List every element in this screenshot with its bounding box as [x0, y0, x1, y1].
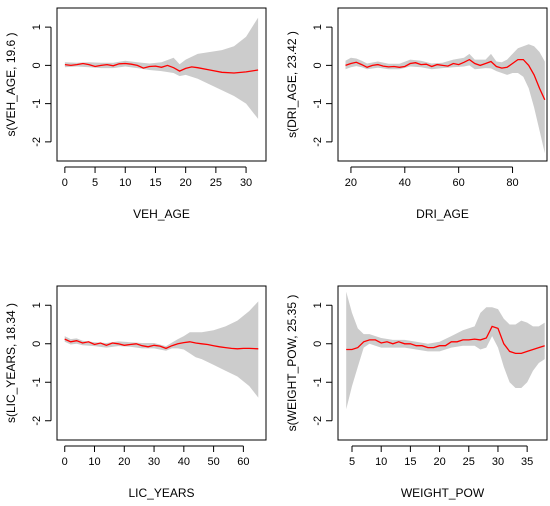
- panel-weight-pow: 5 10 15 20 25 30 35 -2 -1 0 1 WEIGHT_POW s(WEIGHT_PO…: [285, 285, 548, 500]
- x-tick-label: 0: [62, 177, 68, 189]
- x-tick-label: 30: [492, 456, 504, 468]
- plot-frame: [337, 7, 548, 162]
- confidence-band: [346, 291, 545, 410]
- y-tick-label: -1: [312, 99, 324, 109]
- y-tick-label: -1: [312, 377, 324, 387]
- x-axis-title: LIC_YEARS: [128, 486, 194, 500]
- x-tick-label: 80: [506, 177, 518, 189]
- x-tick-label: 10: [375, 456, 387, 468]
- y-axis-title: s(WEIGHT_POW, 25.35 ): [285, 295, 299, 432]
- y-tick-label: 0: [312, 62, 324, 68]
- y-tick-label: -1: [31, 377, 43, 387]
- x-tick-label: 20: [118, 456, 130, 468]
- y-tick-label: -2: [312, 137, 324, 147]
- x-axis-title: WEIGHT_POW: [401, 486, 485, 500]
- confidence-band: [345, 44, 545, 154]
- confidence-band: [64, 17, 259, 119]
- y-tick-label: 1: [312, 302, 324, 308]
- y-tick-label: -2: [312, 416, 324, 426]
- x-tick-label: 35: [521, 456, 533, 468]
- smooth-fit-line: [64, 62, 259, 74]
- x-tick-label: 10: [88, 456, 100, 468]
- x-tick-label: 0: [62, 456, 68, 468]
- y-tick-label: 0: [312, 341, 324, 347]
- confidence-band: [64, 301, 259, 398]
- smooth-fit-line: [346, 325, 545, 355]
- x-tick-label: 50: [207, 456, 219, 468]
- y-axis-title: s(VEH_AGE, 19.6 ): [4, 32, 18, 136]
- smooth-fit-line: [345, 58, 546, 101]
- y-tick-label: 0: [31, 341, 43, 347]
- x-tick-label: 5: [349, 456, 355, 468]
- y-tick-label: -2: [31, 137, 43, 147]
- x-tick-label: 15: [149, 177, 161, 189]
- x-tick-label: 25: [210, 177, 222, 189]
- x-tick-label: 40: [178, 456, 190, 468]
- y-tick-label: 0: [31, 62, 43, 68]
- panel-veh-age: 0 5 10 15 20 25 30 -2 -1 0 1 VEH_AGE s(VEH_AGE, 19.6…: [4, 7, 267, 221]
- x-tick-label: 60: [237, 456, 249, 468]
- y-axis-title: s(LIC_YEARS, 18.34 ): [4, 303, 18, 423]
- y-tick-label: -1: [31, 99, 43, 109]
- x-tick-label: 10: [119, 177, 131, 189]
- x-tick-label: 25: [463, 456, 475, 468]
- x-axis-title: VEH_AGE: [133, 207, 190, 221]
- y-axis-title: s(DRI_AGE, 23.42 ): [285, 31, 299, 138]
- y-tick-label: 1: [312, 24, 324, 30]
- y-tick-label: 1: [31, 302, 43, 308]
- x-tick-label: 30: [240, 177, 252, 189]
- smooth-fit-line: [64, 338, 259, 350]
- x-tick-label: 30: [148, 456, 160, 468]
- plot-frame: [56, 7, 267, 162]
- x-tick-label: 20: [433, 456, 445, 468]
- y-tick-label: -2: [31, 416, 43, 426]
- x-tick-label: 5: [92, 177, 98, 189]
- x-tick-label: 20: [345, 177, 357, 189]
- x-tick-label: 20: [180, 177, 192, 189]
- plot-frame: [56, 285, 267, 441]
- panel-dri-age: 20 40 60 80 -2 -1 0 1 DRI_AGE s(DRI_AGE, 23.42 ): [285, 7, 548, 221]
- panel-lic-years: 0 10 20 30 40 50 60 -2 -1 0 1 LIC_YEARS s(LIC_YEARS,…: [4, 285, 267, 500]
- x-tick-label: 60: [453, 177, 465, 189]
- x-tick-label: 15: [404, 456, 416, 468]
- x-tick-label: 40: [399, 177, 411, 189]
- plot-frame: [337, 285, 548, 441]
- x-axis-title: DRI_AGE: [416, 207, 469, 221]
- y-tick-label: 1: [31, 24, 43, 30]
